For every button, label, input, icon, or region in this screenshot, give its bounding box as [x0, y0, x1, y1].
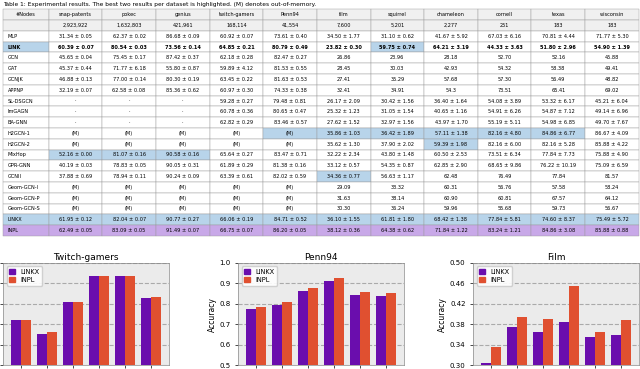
Bar	[47, 331, 57, 365]
Bar	[533, 332, 543, 369]
Bar	[569, 286, 579, 369]
Bar	[308, 288, 318, 369]
Bar	[37, 334, 47, 365]
Bar	[246, 309, 255, 369]
Bar	[559, 322, 569, 369]
Bar	[481, 363, 491, 369]
Y-axis label: Accuracy: Accuracy	[438, 297, 447, 331]
Bar	[20, 320, 31, 365]
Bar	[255, 307, 266, 369]
Bar	[151, 297, 161, 365]
Y-axis label: Accuracy: Accuracy	[207, 297, 216, 331]
Bar	[89, 276, 99, 365]
Legend: LINKX, INPL: LINKX, INPL	[477, 266, 513, 286]
Bar	[115, 276, 125, 365]
Title: Twitch-gamers: Twitch-gamers	[53, 253, 118, 262]
Bar	[543, 319, 553, 369]
Title: Film: Film	[547, 253, 565, 262]
Bar	[360, 292, 370, 369]
Bar	[585, 337, 595, 369]
Bar	[621, 320, 631, 369]
Bar	[282, 302, 292, 369]
Bar	[595, 332, 605, 369]
Legend: LINKX, INPL: LINKX, INPL	[6, 266, 42, 286]
Bar	[491, 347, 500, 369]
Text: Table 1: Experimental results. The best two results per dataset is highlighted. : Table 1: Experimental results. The best …	[3, 2, 316, 7]
Bar	[516, 317, 527, 369]
Bar	[324, 281, 334, 369]
Bar	[298, 290, 308, 369]
Bar	[350, 294, 360, 369]
Legend: LINKX, INPL: LINKX, INPL	[241, 266, 277, 286]
Title: Penn94: Penn94	[304, 253, 338, 262]
Bar	[376, 296, 387, 369]
Bar	[73, 301, 83, 365]
Bar	[387, 293, 396, 369]
Bar	[11, 320, 20, 365]
Bar	[334, 279, 344, 369]
Bar	[141, 298, 151, 365]
Bar	[507, 327, 516, 369]
Bar	[611, 335, 621, 369]
Bar	[63, 302, 73, 365]
Bar	[125, 276, 135, 365]
Bar	[272, 305, 282, 369]
Bar	[99, 276, 109, 365]
